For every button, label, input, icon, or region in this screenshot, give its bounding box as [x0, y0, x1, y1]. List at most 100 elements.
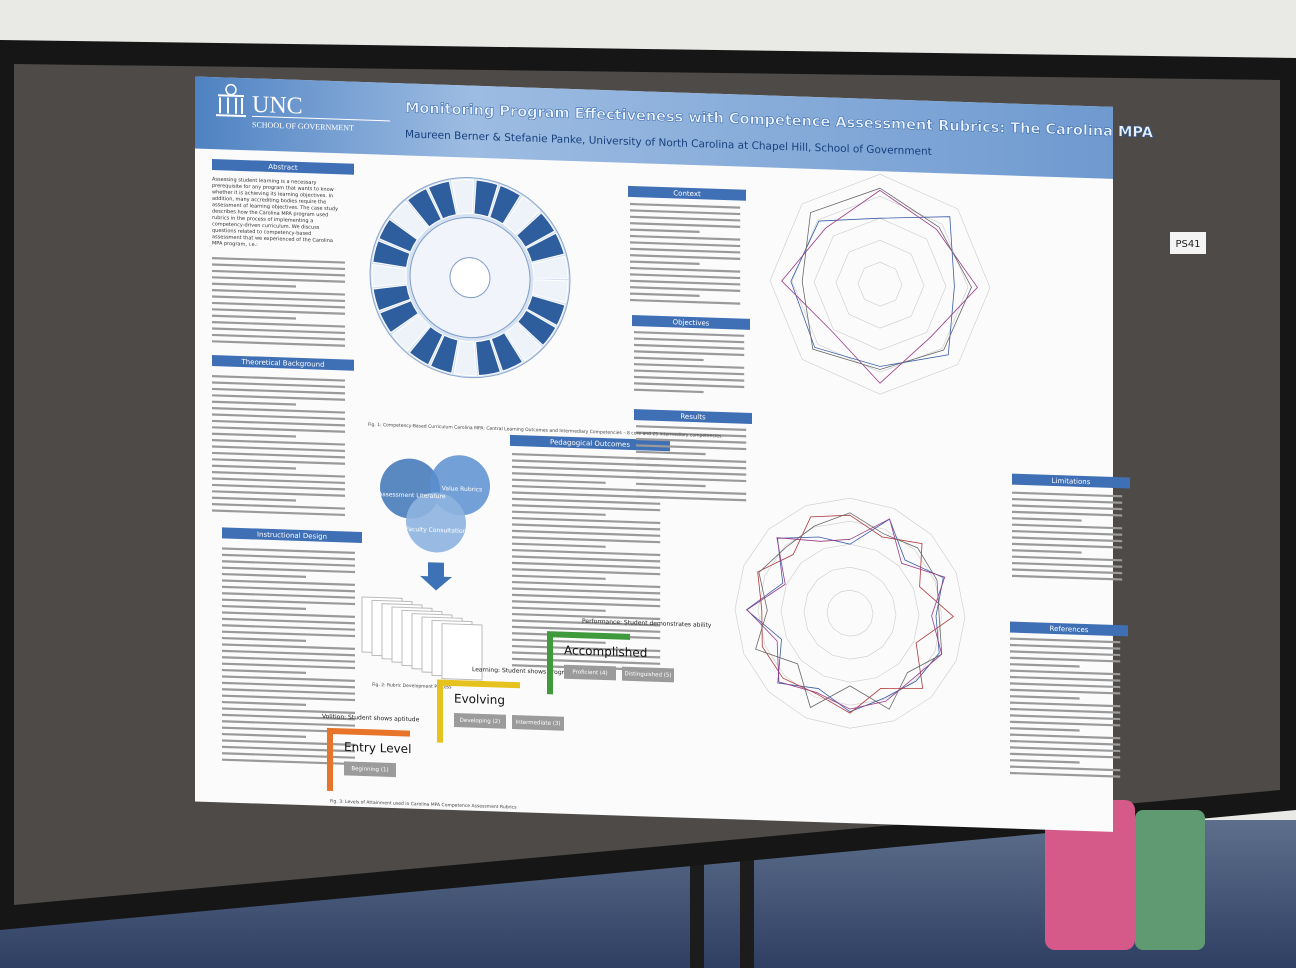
abstract-line: prerequisite for any program that wants … [212, 183, 334, 193]
text-line [630, 209, 741, 216]
text-line [512, 516, 661, 525]
text-line [222, 572, 306, 578]
text-line [512, 587, 661, 595]
abstract-line: Assessing student learning is a necessar… [212, 177, 317, 186]
grade-label: Developing (2) [460, 718, 501, 725]
text-line [512, 612, 661, 621]
text-line [512, 542, 606, 548]
grade-label: Distinguished (5) [624, 671, 671, 679]
ring-segment [503, 195, 541, 235]
abstract-line: competency-driven curriculum. We discuss [212, 221, 320, 231]
text-line [222, 681, 355, 689]
radar-grid [857, 261, 903, 307]
text-line [630, 292, 700, 298]
text-line [512, 548, 661, 557]
text-line [512, 593, 661, 601]
text-line [212, 496, 296, 502]
text-line [1010, 688, 1121, 695]
text-line [212, 451, 345, 459]
text-line [1010, 765, 1121, 772]
text-line [212, 413, 345, 421]
text-line [630, 241, 741, 248]
ring-segment [490, 332, 524, 372]
text-line [222, 624, 355, 631]
text-line [222, 579, 355, 586]
text-line [1010, 714, 1121, 721]
ring-segment [515, 212, 556, 248]
text-line [222, 707, 355, 714]
grade-box [564, 664, 616, 681]
text-line [222, 668, 306, 674]
text-line [634, 356, 704, 362]
ring-segment [378, 218, 418, 253]
text-line [636, 444, 747, 451]
text-line [636, 457, 747, 463]
bag [1045, 800, 1135, 950]
text-line [1010, 701, 1121, 708]
ring-segment [408, 325, 444, 366]
text-line [222, 643, 355, 650]
level-note: Learning: Student shows progress [472, 666, 574, 676]
text-line [512, 491, 661, 499]
text-line [630, 254, 741, 260]
text-line [512, 574, 606, 580]
text-line [512, 484, 661, 493]
text-line [1010, 656, 1121, 663]
radar-grid [780, 543, 920, 683]
ring-segment [473, 179, 499, 218]
ring-segment [372, 284, 412, 312]
text-line [630, 247, 741, 254]
radar-grid [769, 173, 991, 395]
text-line [634, 350, 745, 357]
text-line [1010, 720, 1121, 727]
text-line [1012, 491, 1123, 498]
text-line [512, 580, 661, 589]
text-line [1010, 759, 1080, 764]
poster: UNC SCHOOL OF GOVERNMENT Monitoring Prog… [195, 76, 1154, 832]
text-line [212, 289, 345, 296]
radar-line [745, 518, 944, 713]
section-heading: Abstract [268, 163, 298, 172]
text-line [212, 387, 345, 395]
text-line [512, 536, 661, 544]
text-line [1012, 510, 1123, 517]
text-line [222, 732, 306, 738]
text-line [222, 649, 355, 657]
text-line [1012, 504, 1123, 511]
text-line [212, 282, 296, 288]
ring-segment [531, 279, 569, 304]
text-line [212, 458, 345, 465]
section-heading: Instructional Design [257, 531, 327, 541]
text-line [630, 279, 741, 286]
text-line [512, 504, 661, 512]
level-step [437, 679, 520, 743]
text-line [636, 450, 706, 456]
text-line [634, 388, 704, 394]
text-line [1010, 637, 1121, 644]
text-line [1010, 707, 1121, 714]
text-line [222, 553, 355, 561]
text-line [1012, 523, 1123, 530]
text-line [212, 333, 345, 341]
abstract-line: describes how the Carolina MPA program u… [212, 209, 328, 219]
text-line [1012, 536, 1123, 543]
text-line [212, 503, 345, 510]
text-line [636, 476, 747, 483]
text-line [512, 619, 661, 627]
section-heading: Pedagogical Outcomes [550, 438, 630, 449]
abstract-line: addition, many accrediting bodies requir… [212, 196, 326, 206]
radar-line [757, 514, 955, 714]
text-line [512, 523, 661, 531]
text-line [222, 617, 355, 625]
abstract-line: rubrics in the process of implementing a [212, 215, 313, 224]
text-line [222, 585, 355, 593]
text-line [222, 700, 306, 706]
text-line [222, 739, 355, 746]
section-bar [634, 409, 752, 424]
ring-segment [526, 294, 566, 327]
text-line [212, 321, 345, 328]
poster-header [195, 76, 1113, 179]
text-line [636, 437, 747, 444]
text-line [1010, 695, 1080, 700]
text-line [630, 234, 741, 241]
